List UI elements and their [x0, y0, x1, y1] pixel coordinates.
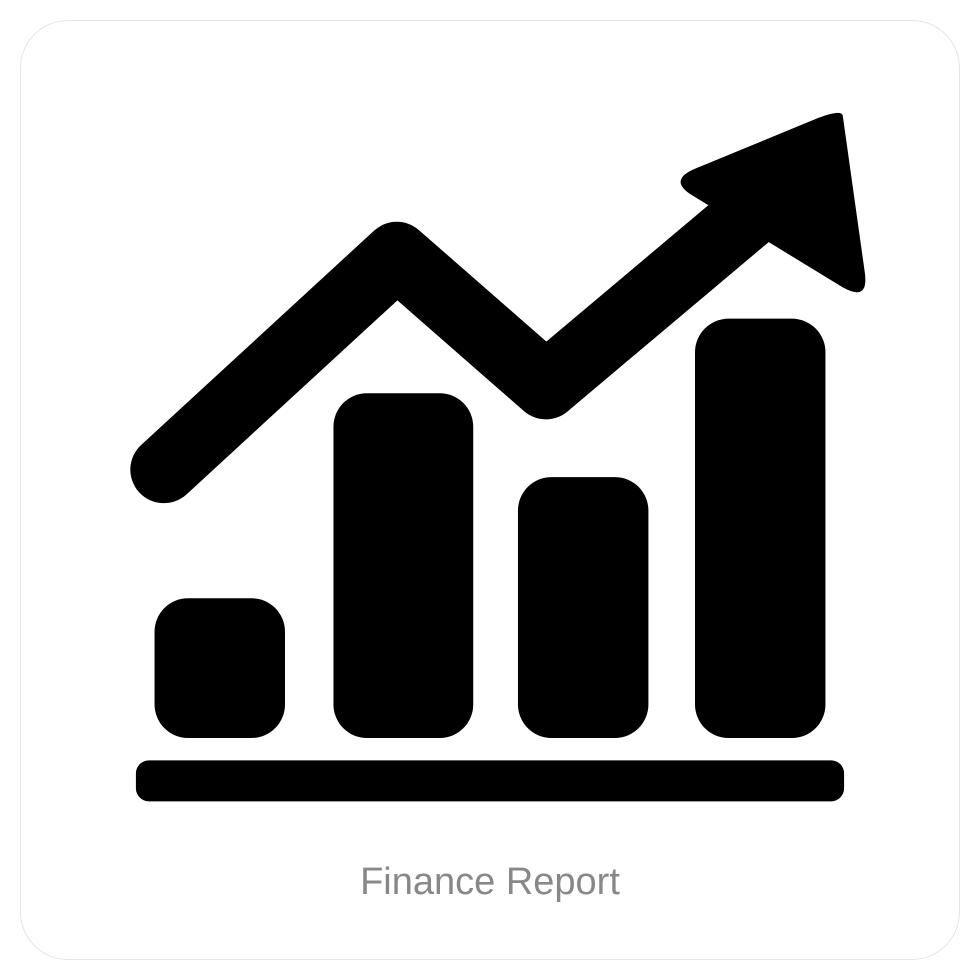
finance-report-icon [80, 61, 900, 841]
icon-card: Finance Report [20, 20, 960, 960]
icon-caption: Finance Report [360, 861, 620, 904]
